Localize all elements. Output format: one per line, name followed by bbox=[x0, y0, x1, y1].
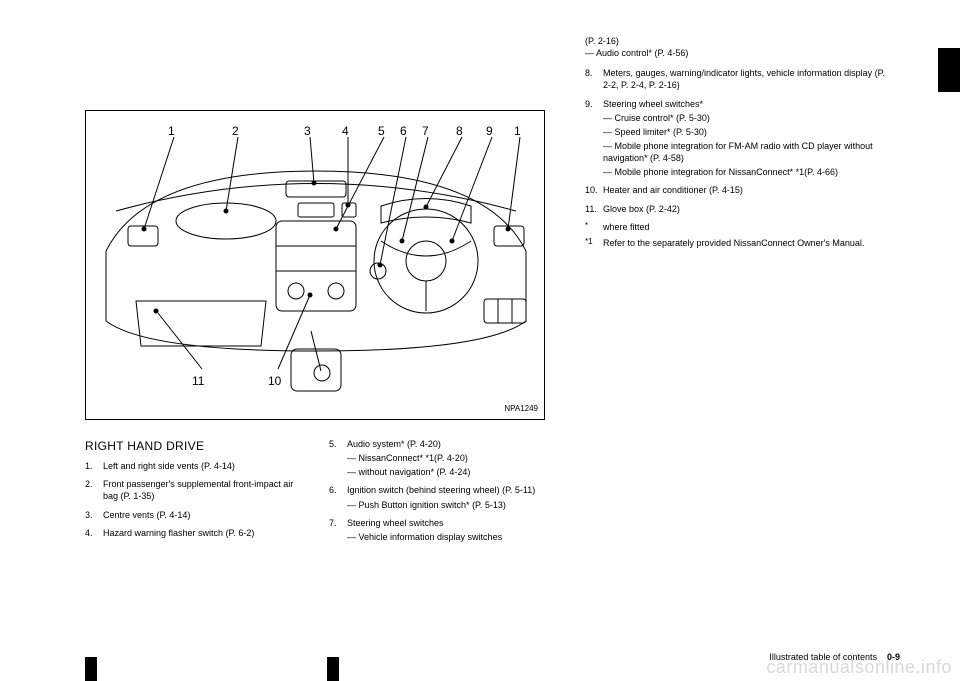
page-content: NPA1249 12345678911110 RIGHT HAND DRIVE … bbox=[85, 110, 885, 549]
list-item-text: Glove box (P. 2-42) bbox=[603, 203, 680, 215]
list-item-text: Audio system* (P. 4-20) bbox=[347, 438, 470, 450]
list-item: 5.Audio system* (P. 4-20) — NissanConnect… bbox=[329, 438, 545, 478]
section-heading: RIGHT HAND DRIVE bbox=[85, 438, 301, 454]
list-item-body: Hazard warning flasher switch (P. 6-2) bbox=[103, 527, 254, 539]
list-item: 1.Left and right side vents (P. 4-14) bbox=[85, 460, 301, 472]
column-2: 5.Audio system* (P. 4-20) — NissanConnect… bbox=[329, 438, 545, 549]
list-item-number: 2. bbox=[85, 478, 103, 502]
callout-number: 10 bbox=[268, 373, 281, 389]
footnote-symbol: * bbox=[585, 221, 603, 233]
callout-number: 7 bbox=[422, 123, 429, 139]
list-item-text: Steering wheel switches* bbox=[603, 98, 885, 110]
list-item-body: Front passenger's supplemental front-imp… bbox=[103, 478, 301, 502]
list-item-number: 4. bbox=[85, 527, 103, 539]
callout-number: 4 bbox=[342, 123, 349, 139]
figure-caption: NPA1249 bbox=[504, 404, 538, 415]
list-item: 3.Centre vents (P. 4-14) bbox=[85, 509, 301, 521]
list-item-body: Steering wheel switches — Vehicle informa… bbox=[347, 517, 502, 543]
list-item-sub: — Mobile phone integration for NissanCon… bbox=[603, 166, 885, 178]
list-item-number: 11. bbox=[585, 203, 603, 215]
callout-number: 2 bbox=[232, 123, 239, 139]
column-1: RIGHT HAND DRIVE 1.Left and right side v… bbox=[85, 438, 301, 549]
callout-number: 9 bbox=[486, 123, 493, 139]
list-item: 6.Ignition switch (behind steering wheel… bbox=[329, 484, 545, 510]
list-item: 11.Glove box (P. 2-42) bbox=[585, 203, 885, 215]
list-item: 9.Steering wheel switches* — Cruise contr… bbox=[585, 98, 885, 179]
list-item: 4.Hazard warning flasher switch (P. 6-2) bbox=[85, 527, 301, 539]
continuation-line: — Audio control* (P. 4-56) bbox=[585, 47, 885, 59]
list-item: 2.Front passenger's supplemental front-i… bbox=[85, 478, 301, 502]
list-item-text: Centre vents (P. 4-14) bbox=[103, 509, 190, 521]
footnote-text: where fitted bbox=[603, 221, 650, 233]
callout-number: 6 bbox=[400, 123, 407, 139]
list-item-number: 3. bbox=[85, 509, 103, 521]
list-item: 7.Steering wheel switches — Vehicle infor… bbox=[329, 517, 545, 543]
list-item: 10.Heater and air conditioner (P. 4-15) bbox=[585, 184, 885, 196]
list-item: 8.Meters, gauges, warning/indicator ligh… bbox=[585, 67, 885, 91]
list-item-text: Heater and air conditioner (P. 4-15) bbox=[603, 184, 743, 196]
list-item-sub: — Speed limiter* (P. 5-30) bbox=[603, 126, 885, 138]
list-item-sub: — NissanConnect* *1(P. 4-20) bbox=[347, 452, 470, 464]
callout-number: 1 bbox=[514, 123, 521, 139]
footnote-symbol: *1 bbox=[585, 237, 603, 249]
list-item-text: Hazard warning flasher switch (P. 6-2) bbox=[103, 527, 254, 539]
list-item-text: Meters, gauges, warning/indicator lights… bbox=[603, 67, 885, 91]
callout-number: 11 bbox=[192, 373, 204, 389]
list-item-body: Heater and air conditioner (P. 4-15) bbox=[603, 184, 743, 196]
list-item-text: Ignition switch (behind steering wheel) … bbox=[347, 484, 535, 496]
list-item-number: 9. bbox=[585, 98, 603, 179]
list-item-sub: — Vehicle information display switches bbox=[347, 531, 502, 543]
continuation-line: (P. 2-16) bbox=[585, 35, 885, 47]
list-item-body: Meters, gauges, warning/indicator lights… bbox=[603, 67, 885, 91]
page-edge-bar-left bbox=[85, 657, 97, 681]
list-item-body: Ignition switch (behind steering wheel) … bbox=[347, 484, 535, 510]
list-item-number: 10. bbox=[585, 184, 603, 196]
callout-number: 3 bbox=[304, 123, 311, 139]
footnote: *where fitted bbox=[585, 221, 885, 233]
page-edge-bar-right bbox=[327, 657, 339, 681]
list-item-sub: — Mobile phone integration for FM-AM rad… bbox=[603, 140, 885, 164]
dashboard-svg bbox=[86, 111, 546, 421]
list-item-sub: — Cruise control* (P. 5-30) bbox=[603, 112, 885, 124]
callout-number: 8 bbox=[456, 123, 463, 139]
footnote: *1Refer to the separately provided Nissa… bbox=[585, 237, 885, 249]
list-item-number: 1. bbox=[85, 460, 103, 472]
callout-number: 5 bbox=[378, 123, 385, 139]
watermark: carmanualsonline.info bbox=[766, 655, 952, 679]
footnote-text: Refer to the separately provided NissanC… bbox=[603, 237, 864, 249]
text-columns: RIGHT HAND DRIVE 1.Left and right side v… bbox=[85, 438, 885, 549]
list-item-text: Left and right side vents (P. 4-14) bbox=[103, 460, 235, 472]
list-item-body: Centre vents (P. 4-14) bbox=[103, 509, 190, 521]
list-item-text: Steering wheel switches bbox=[347, 517, 502, 529]
list-item-body: Audio system* (P. 4-20) — NissanConnect* … bbox=[347, 438, 470, 478]
list-item-number: 5. bbox=[329, 438, 347, 478]
list-item-sub: — without navigation* (P. 4-24) bbox=[347, 466, 470, 478]
list-item-text: Front passenger's supplemental front-imp… bbox=[103, 478, 301, 502]
list-item-body: Steering wheel switches* — Cruise control… bbox=[603, 98, 885, 179]
dashboard-figure: NPA1249 12345678911110 bbox=[85, 110, 545, 420]
list-item-body: Glove box (P. 2-42) bbox=[603, 203, 680, 215]
list-item-number: 7. bbox=[329, 517, 347, 543]
page-edge-tab bbox=[938, 48, 960, 92]
list-item-sub: — Push Button ignition switch* (P. 5-13) bbox=[347, 499, 535, 511]
column-3: (P. 2-16)— Audio control* (P. 4-56) 8.Me… bbox=[585, 35, 885, 253]
list-item-number: 6. bbox=[329, 484, 347, 510]
list-item-number: 8. bbox=[585, 67, 603, 91]
callout-number: 1 bbox=[168, 123, 175, 139]
list-item-body: Left and right side vents (P. 4-14) bbox=[103, 460, 235, 472]
